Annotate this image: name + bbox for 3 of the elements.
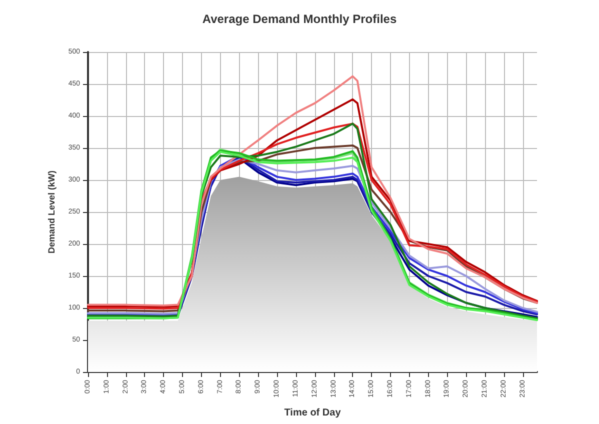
x-axis-title: Time of Day: [284, 408, 342, 418]
chart-title: Average Demand Monthly Profiles: [202, 12, 397, 26]
y-axis-title: Demand Level (kW): [46, 170, 56, 254]
